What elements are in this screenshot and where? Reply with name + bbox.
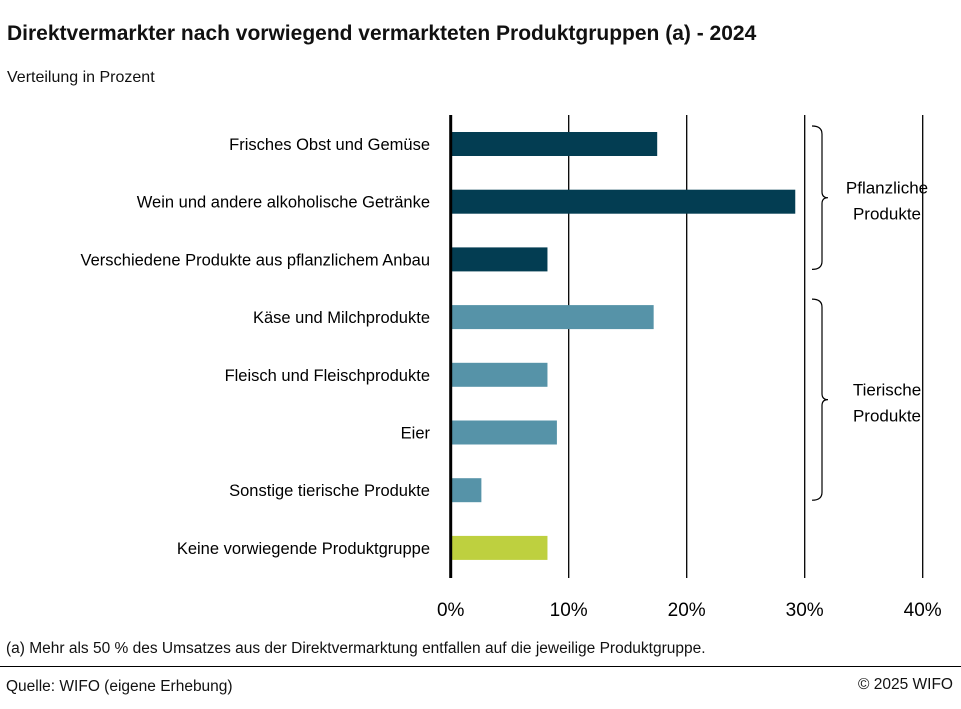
group-brace (811, 125, 829, 270)
chart-title: Direktvermarkter nach vorwiegend vermark… (7, 22, 757, 45)
x-tick-label: 0% (437, 600, 465, 621)
category-label: Käse und Milchprodukte (253, 309, 430, 327)
copyright-text: © 2025 WIFO (858, 676, 953, 693)
bar (450, 420, 557, 445)
x-tick-label: 20% (668, 600, 706, 621)
bar (450, 247, 548, 272)
x-tick-label: 30% (786, 600, 824, 621)
category-label: Eier (401, 425, 431, 443)
bar (450, 362, 548, 387)
category-label: Fleisch und Fleischprodukte (225, 367, 430, 385)
x-tick-label: 40% (904, 600, 942, 621)
bar (450, 478, 482, 503)
group-label: Tierische (853, 381, 921, 400)
source-text: Quelle: WIFO (eigene Erhebung) (6, 678, 233, 695)
x-tick-label: 10% (550, 600, 588, 621)
bar (450, 535, 548, 560)
category-label: Verschiedene Produkte aus pflanzlichem A… (81, 251, 430, 269)
group-label: Produkte (853, 407, 921, 426)
group-brace (811, 298, 829, 501)
category-label: Frisches Obst und Gemüse (229, 136, 430, 154)
group-label: Pflanzliche (846, 179, 928, 198)
category-label: Keine vorwiegende Produktgruppe (177, 540, 430, 558)
footnote: (a) Mehr als 50 % des Umsatzes aus der D… (6, 640, 706, 657)
divider (0, 666, 961, 667)
bar (450, 132, 658, 156)
bar (450, 305, 654, 330)
chart-subtitle: Verteilung in Prozent (7, 69, 155, 86)
category-label: Sonstige tierische Produkte (229, 482, 430, 500)
bar (450, 189, 796, 214)
category-label: Wein und andere alkoholische Getränke (137, 194, 430, 212)
bar-chart: 0% 10% 20% 30% 40% Frisches Obst und Gemüse We… (81, 115, 942, 621)
group-label: Produkte (853, 205, 921, 224)
